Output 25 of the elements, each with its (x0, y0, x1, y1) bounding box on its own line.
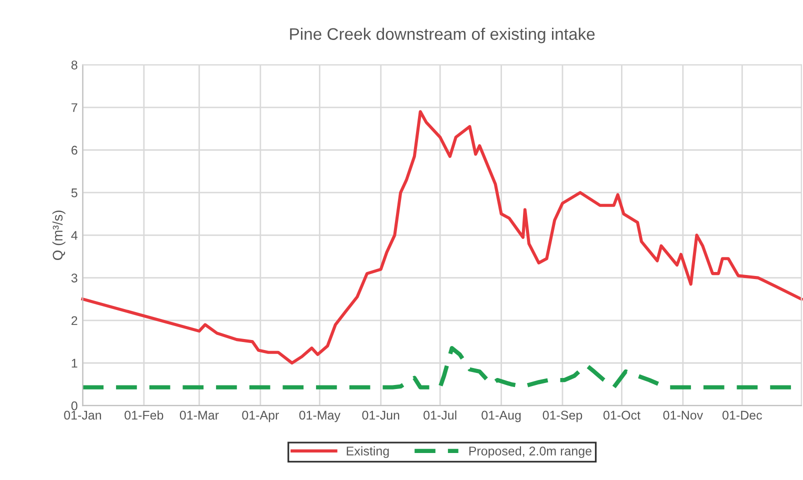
chart-title: Pine Creek downstream of existing intake (290, 28, 595, 44)
x-tick-label: 01-Mar (180, 410, 219, 420)
y-tick-label: 4 (71, 231, 78, 240)
y-tick-label: 6 (72, 146, 78, 155)
x-tick-label: 01-Dec (722, 410, 762, 420)
x-tick-label: 01-May (299, 410, 340, 422)
legend-label: Existing (346, 446, 389, 458)
x-tick-label: 01-Jan (64, 410, 102, 420)
x-tick-label: 01-Oct (603, 410, 640, 420)
y-tick-label: 1 (72, 358, 78, 368)
y-tick-label: 8 (71, 60, 78, 70)
y-tick-label: 0 (71, 401, 78, 410)
y-tick-label: 5 (71, 188, 78, 198)
x-tick-label: 01-Jul (424, 410, 456, 420)
y-axis-title: Q (m³/s) (52, 210, 66, 260)
x-tick-label: 01-Jun (362, 410, 400, 420)
x-tick-label: 01-Sep (542, 410, 582, 422)
y-tick-label: 7 (72, 103, 78, 112)
legend-label: Proposed, 2.0m range (469, 446, 592, 458)
y-tick-label: 3 (71, 274, 78, 282)
x-tick-label: 01-Nov (663, 410, 704, 420)
x-tick-label: 01-Feb (124, 410, 164, 420)
y-tick-label: 2 (72, 316, 78, 325)
x-tick-label: 01-Aug (482, 410, 521, 422)
x-tick-label: 01-Apr (242, 410, 279, 422)
